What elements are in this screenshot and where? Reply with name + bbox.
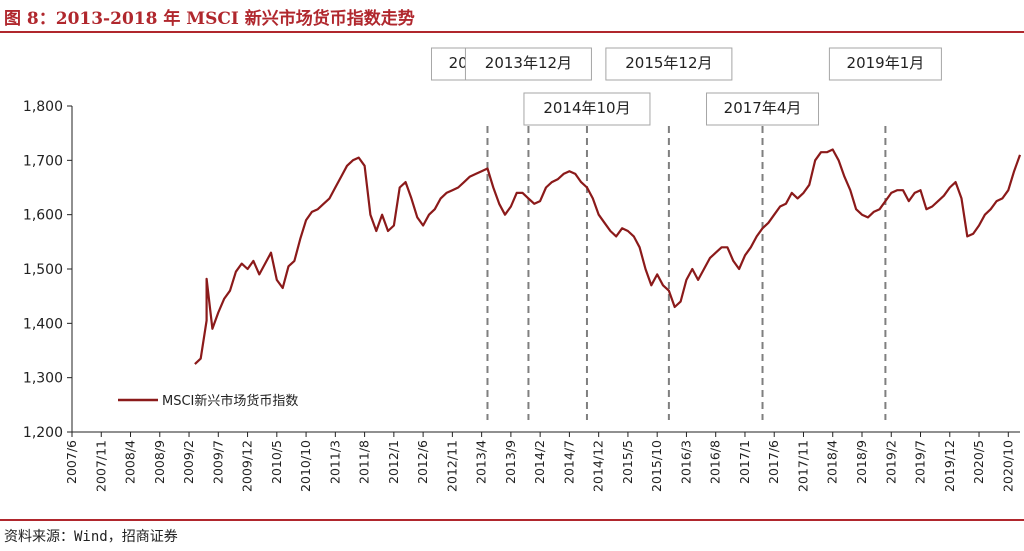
y-tick-label: 1,300 — [23, 371, 63, 387]
x-tick-label: 2008/9 — [152, 440, 167, 484]
chart-title: 图 8：2013-2018 年 MSCI 新兴市场货币指数走势 — [4, 9, 415, 29]
annotation-label: 2019年1月 — [847, 54, 925, 72]
x-tick-label: 2017/1 — [737, 440, 752, 484]
chart-axes: 1,200 1,300 1,400 1,500 1,600 1,700 1,800 2007/… — [23, 99, 1020, 492]
x-tick-label: 2017/11 — [795, 440, 810, 492]
annotation-box — [706, 92, 820, 126]
x-tick-label: 2020/5 — [971, 440, 986, 484]
annotation-box — [828, 47, 942, 81]
x-tick-label: 2014/2 — [532, 440, 547, 484]
x-tick-label: 2009/2 — [181, 440, 196, 484]
y-tick-label: 1,700 — [23, 153, 63, 169]
x-tick-label: 2007/6 — [64, 440, 79, 484]
x-tick-label: 2013/9 — [503, 440, 518, 484]
x-tick-label: 2015/10 — [649, 440, 664, 492]
annotation-box — [605, 47, 733, 81]
y-tick-label: 1,600 — [23, 208, 63, 224]
y-tick-label: 1,400 — [23, 316, 63, 332]
annotation-label: 2013年12月 — [485, 54, 572, 72]
x-tick-label: 2007/11 — [93, 440, 108, 492]
series-group — [194, 148, 1022, 365]
x-tick-label: 2011/8 — [357, 440, 372, 484]
chart-canvas: 2013年5月2013年12月2014年10月2015年12月2017年4月20… — [23, 47, 1022, 492]
annotation-box — [523, 92, 651, 126]
x-tick-label: 2013/4 — [474, 440, 489, 484]
x-tick-label: 2016/3 — [678, 440, 693, 484]
x-tick-label: 2019/7 — [913, 440, 928, 484]
y-tick-label: 1,200 — [23, 425, 63, 441]
annotation-label: 2017年4月 — [724, 99, 802, 117]
annotation-label: 2014年10月 — [543, 99, 630, 117]
x-tick-label: 2019/2 — [883, 440, 898, 484]
x-tick-label: 2011/3 — [327, 440, 342, 484]
x-tick-label: 2016/8 — [708, 440, 723, 484]
title-divider — [0, 31, 1024, 33]
y-tick-label: 1,500 — [23, 262, 63, 278]
legend: MSCI新兴市场货币指数 — [118, 393, 298, 409]
x-tick-label: 2010/5 — [269, 440, 284, 484]
x-tick-label: 2018/9 — [854, 440, 869, 484]
x-tick-label: 2015/5 — [620, 440, 635, 484]
annotation-label: 2015年12月 — [625, 54, 712, 72]
legend-label: MSCI新兴市场货币指数 — [162, 393, 298, 409]
source-note: 资料来源：Wind，招商证券 — [4, 529, 178, 545]
x-tick-label: 2010/10 — [298, 440, 313, 492]
x-tick-label: 2008/4 — [123, 440, 138, 484]
x-tick-label: 2014/7 — [561, 440, 576, 484]
x-tick-label: 2009/7 — [210, 440, 225, 484]
x-tick-label: 2020/10 — [1000, 440, 1015, 492]
x-tick-label: 2019/12 — [942, 440, 957, 492]
footer-divider — [0, 519, 1024, 521]
series-line — [194, 148, 1022, 365]
x-tick-label: 2017/6 — [766, 440, 781, 484]
x-tick-label: 2014/12 — [591, 440, 606, 492]
x-tick-label: 2012/11 — [444, 440, 459, 492]
x-tick-label: 2012/6 — [415, 440, 430, 484]
x-tick-label: 2018/4 — [825, 440, 840, 484]
x-tick-label: 2009/12 — [240, 440, 255, 492]
event-annotations: 2013年5月2013年12月2014年10月2015年12月2017年4月20… — [430, 47, 942, 420]
y-tick-label: 1,800 — [23, 99, 63, 115]
x-tick-label: 2012/1 — [386, 440, 401, 484]
annotation-box — [464, 47, 592, 81]
